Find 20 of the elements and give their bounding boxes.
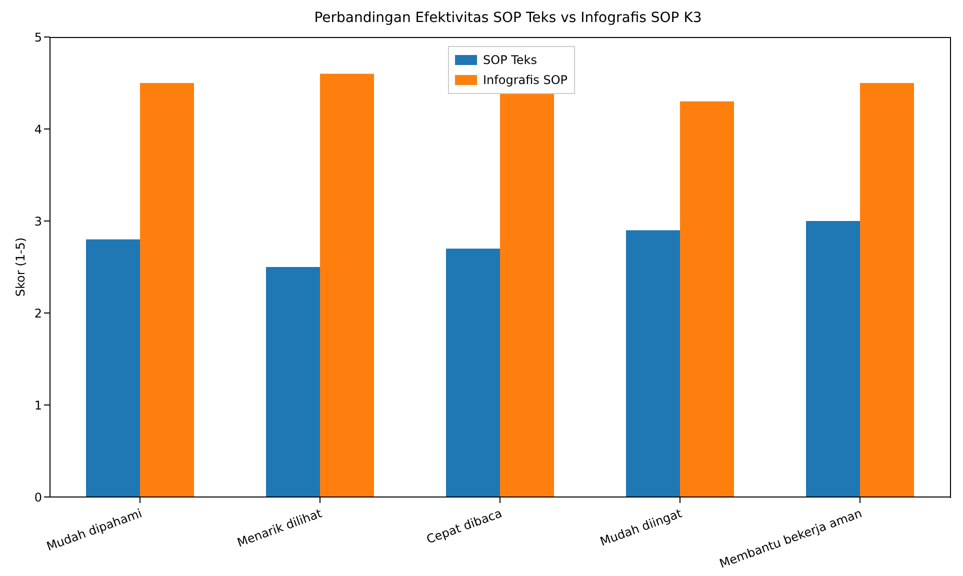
bar [806, 221, 860, 497]
y-tick-label: 2 [34, 306, 42, 320]
y-tick-label: 1 [34, 398, 42, 412]
bar [320, 74, 374, 497]
bar [680, 101, 734, 497]
bar [626, 230, 680, 497]
y-tick-label: 0 [34, 490, 42, 504]
y-axis-title: Skor (1-5) [13, 237, 28, 297]
x-tick-label: Cepat dibaca [424, 506, 504, 546]
legend-label: SOP Teks [483, 52, 537, 69]
bar [446, 248, 500, 497]
y-tick-label: 5 [34, 30, 42, 44]
bar [86, 239, 140, 497]
y-tick-label: 4 [34, 122, 42, 136]
y-tick-label: 3 [34, 214, 42, 228]
chart-title: Perbandingan Efektivitas SOP Teks vs Infografis SOP K3 [313, 10, 703, 26]
bar [860, 83, 914, 497]
bar [266, 267, 320, 497]
bar [140, 83, 194, 497]
legend-label: Infografis SOP [483, 72, 568, 89]
